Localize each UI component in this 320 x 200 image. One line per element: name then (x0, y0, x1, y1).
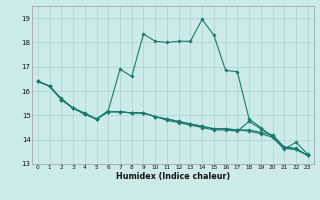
X-axis label: Humidex (Indice chaleur): Humidex (Indice chaleur) (116, 172, 230, 181)
